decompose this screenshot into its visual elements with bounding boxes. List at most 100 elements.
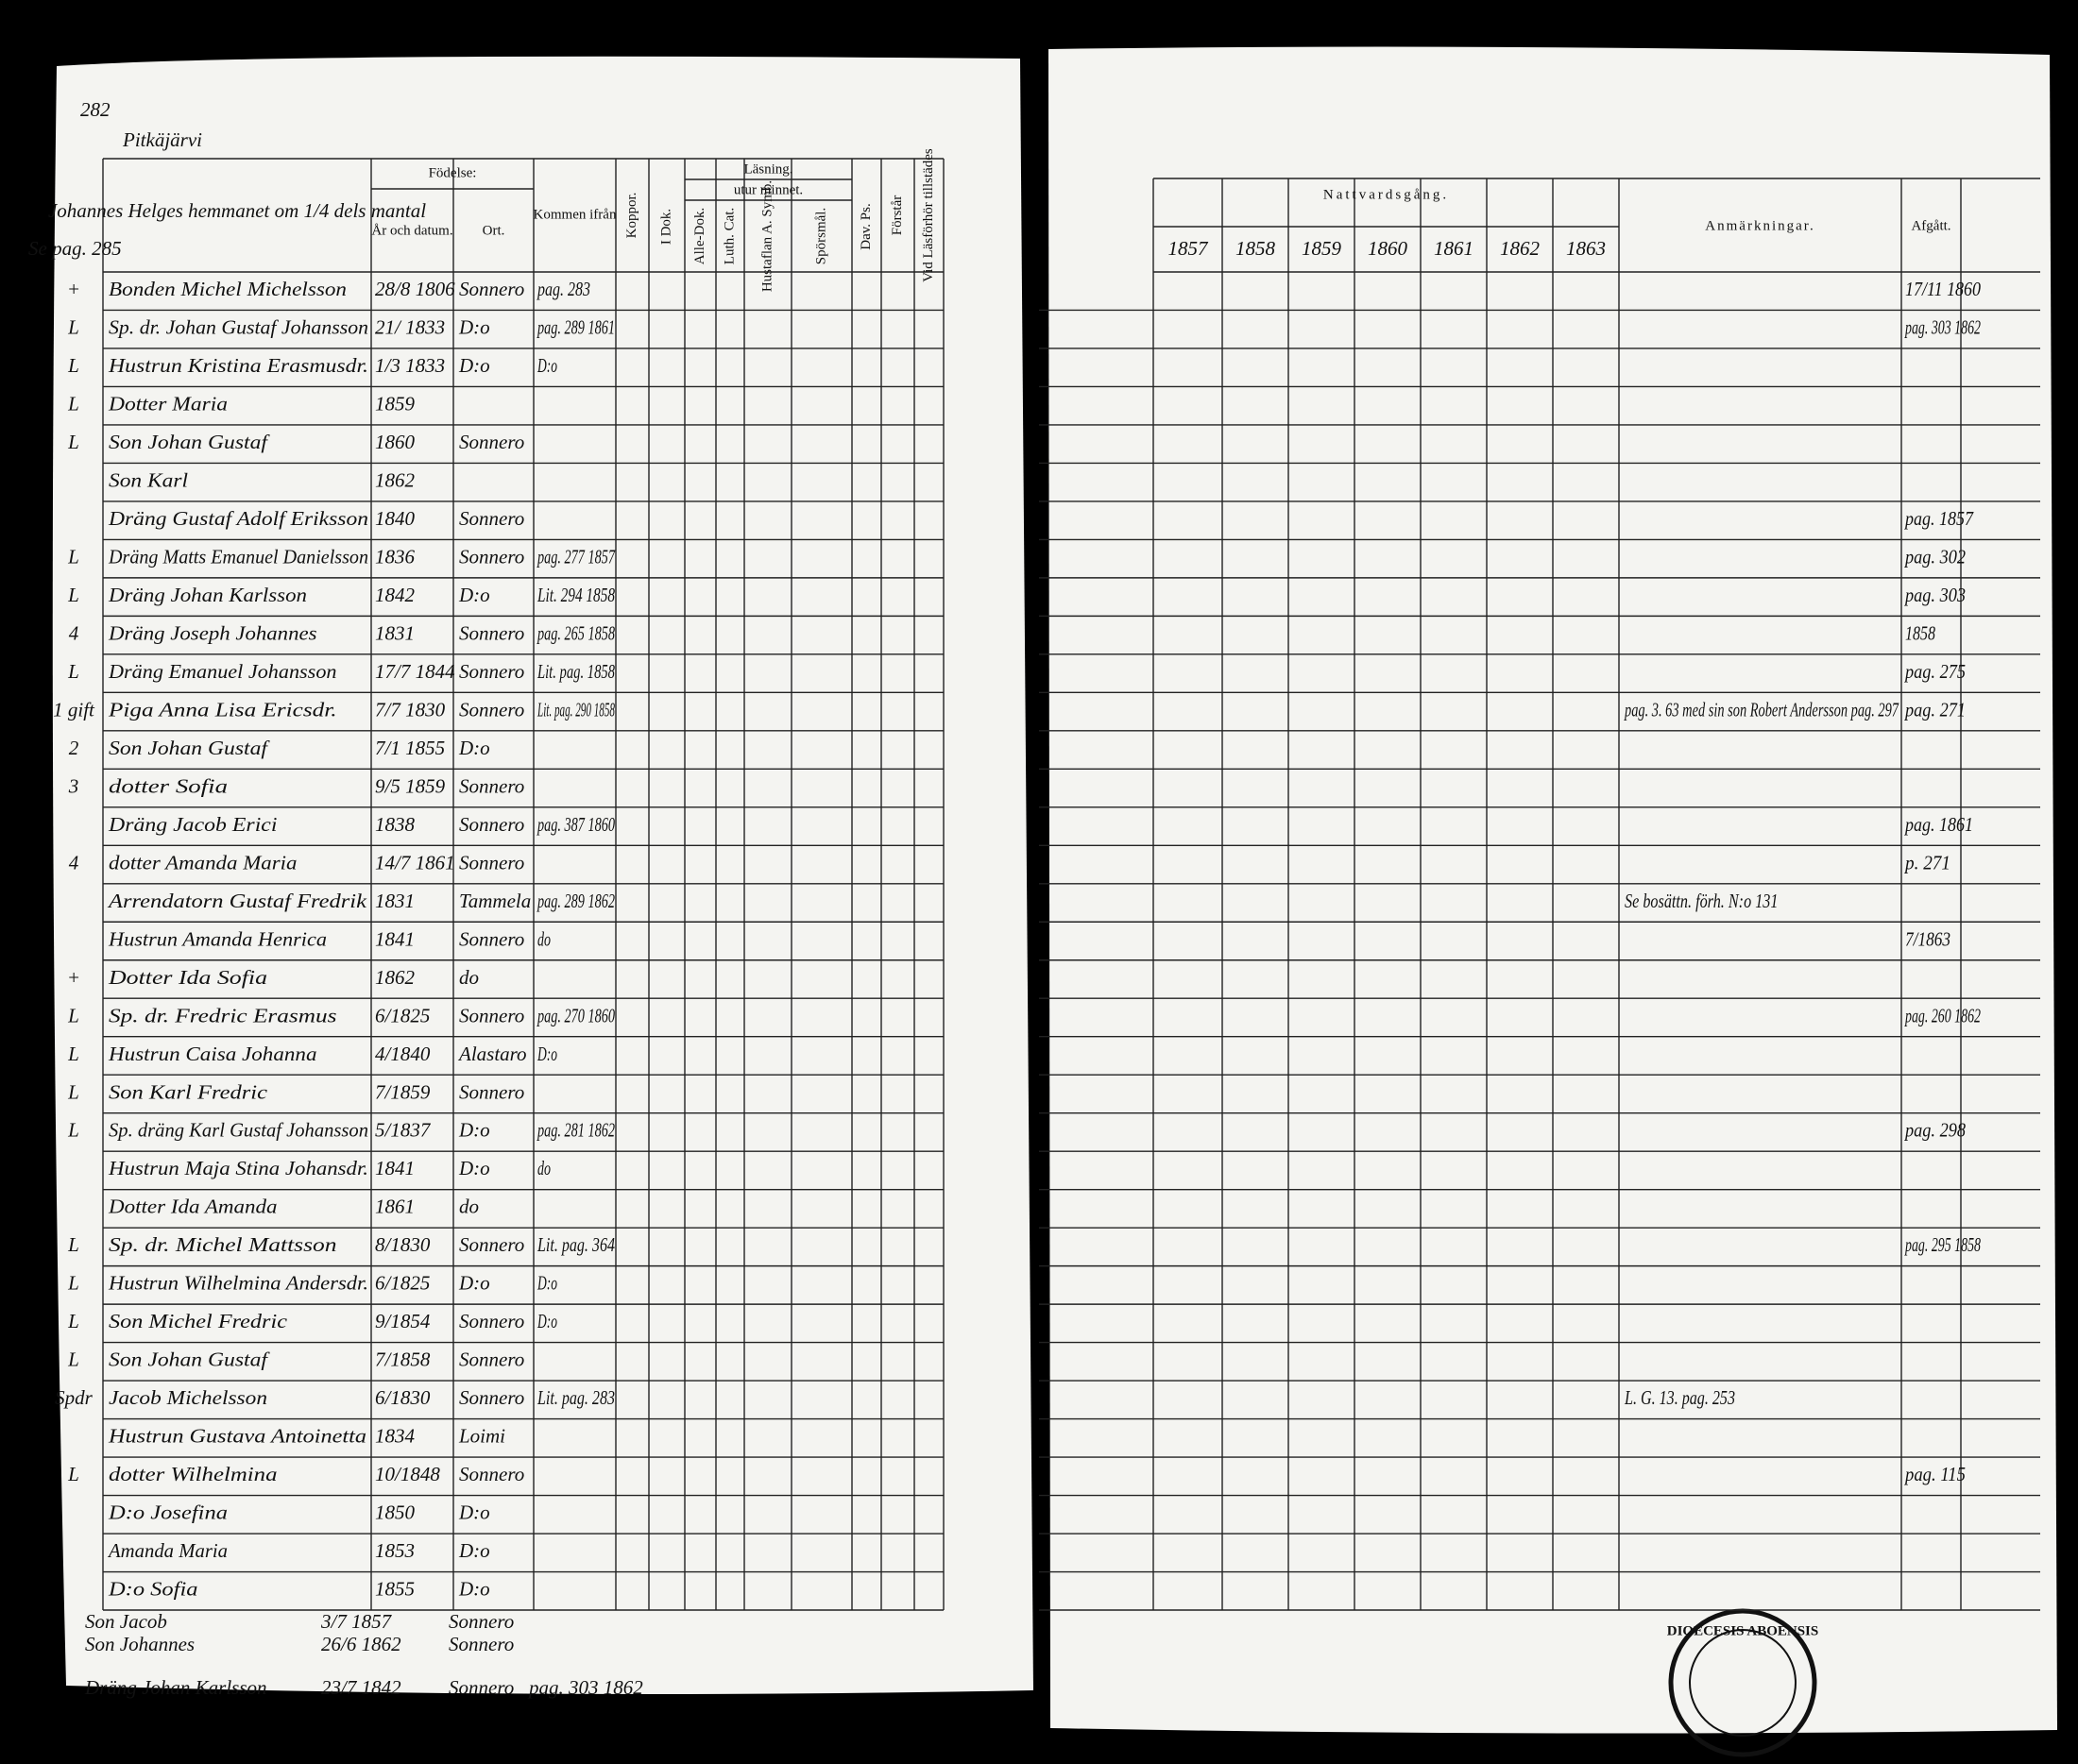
person-name: Dräng Emanuel Johansson — [108, 660, 337, 683]
birth-place: Sonnero — [459, 1348, 524, 1371]
person-name: Dräng Johan Karlsson — [108, 584, 307, 606]
came-from: do — [537, 1157, 551, 1179]
birth-place: do — [459, 966, 479, 989]
birth-date: 1860 — [375, 431, 416, 453]
came-from: pag. 265 1858 — [537, 621, 616, 644]
person-name: Dotter Ida Sofia — [108, 966, 267, 989]
came-from: D:o — [537, 354, 557, 377]
birth-date: 1859 — [375, 393, 416, 416]
reading-header: Läsning. — [743, 161, 792, 177]
remark: pag. 3. 63 med sin son Robert Andersson … — [1624, 698, 1899, 721]
person-name: Son Michel Fredric — [109, 1310, 288, 1332]
birth-place: Tammela — [459, 890, 531, 912]
came-from: pag. 289 1862 — [537, 890, 616, 912]
margin-mark: L — [67, 545, 79, 568]
departed: pag. 302 — [1903, 545, 1966, 568]
birth-place: D:o — [458, 1539, 490, 1562]
margin-mark: L — [67, 1348, 79, 1371]
margin-mark: L — [67, 393, 79, 416]
year-header: 1857 — [1168, 237, 1210, 260]
margin-mark: L — [67, 1043, 79, 1065]
margin-mark: 1 gift — [53, 698, 95, 721]
person-name: D:o Sofia — [108, 1578, 198, 1601]
birth-date: 6/1830 — [375, 1386, 431, 1409]
person-name: Sp. dr. Michel Mattsson — [109, 1233, 337, 1256]
birth-place: Sonnero — [459, 660, 524, 683]
house-table-header: Hustaflan A. Symb. — [759, 180, 775, 292]
birth-date: 1850 — [375, 1501, 416, 1524]
departed: pag. 303 — [1903, 584, 1966, 606]
birth-place: Sonnero — [459, 621, 524, 644]
margin-mark: 2 — [69, 737, 79, 759]
person-name: dotter Sofia — [109, 774, 228, 797]
person-name: D:o Josefina — [108, 1501, 228, 1524]
came-from: Lit. pag. 1858 — [537, 660, 615, 683]
birth-date: 21/ 1833 — [375, 316, 445, 339]
birth-date: 1/3 1833 — [375, 354, 445, 377]
person-name: Hustrun Maja Stina Johansdr. — [108, 1157, 368, 1179]
birth-date: 10/1848 — [375, 1463, 440, 1485]
birth-place: Sonnero — [459, 1233, 524, 1256]
remarks-header: Anmärkningar. — [1705, 218, 1814, 233]
footer-birth: 26/6 1862 — [321, 1633, 401, 1655]
birth-date: 6/1825 — [375, 1004, 430, 1026]
departed: p. 271 — [1903, 851, 1950, 874]
margin-mark: + — [67, 966, 80, 989]
left-page — [52, 56, 1034, 1695]
birth-date: 1841 — [375, 927, 415, 950]
birth-place: Sonnero — [459, 851, 524, 874]
came-from: D:o — [537, 1310, 557, 1332]
footer-place: Sonnero — [449, 1633, 514, 1655]
came-from: Lit. 294 1858 — [537, 584, 615, 606]
birth-place: Sonnero — [459, 431, 524, 453]
person-name: Amanda Maria — [107, 1539, 228, 1562]
birth-place: D:o — [458, 1119, 490, 1142]
page-number: 282 — [80, 98, 111, 121]
person-name: Dräng Matts Emanuel Danielsson — [108, 545, 368, 568]
departed: pag. 275 — [1903, 660, 1966, 683]
birth-date: 1838 — [375, 813, 416, 836]
remark: Se bosättn. förh. N:o 131 — [1625, 890, 1779, 912]
birth-place: Sonnero — [459, 774, 524, 797]
departed: pag. 115 — [1903, 1463, 1966, 1485]
birth-place: D:o — [458, 1578, 490, 1601]
person-name: Arrendatorn Gustaf Fredrik — [107, 890, 367, 912]
came-from: pag. 387 1860 — [537, 813, 616, 836]
birth-date: 1861 — [375, 1196, 415, 1218]
departed: pag. 1861 — [1903, 813, 1973, 836]
margin-mark: L — [67, 1463, 79, 1485]
birth-date: 1853 — [375, 1539, 415, 1562]
person-name: Dotter Ida Amanda — [108, 1196, 278, 1218]
village: Pitkäjärvi — [122, 128, 202, 151]
birth-place: D:o — [458, 737, 490, 759]
birth-date: 1842 — [375, 584, 416, 606]
birth-date: 7/7 1830 — [375, 698, 446, 721]
birth-date: 1855 — [375, 1578, 415, 1601]
person-name: Sp. dräng Karl Gustaf Johansson — [109, 1119, 368, 1142]
margin-mark: 3 — [68, 774, 79, 797]
catechism-header: Luth. Cat. — [722, 208, 737, 264]
person-name: Dräng Jacob Erici — [108, 813, 278, 836]
year-header: 1859 — [1302, 237, 1342, 260]
person-name: Sp. dr. Fredric Erasmus — [109, 1004, 337, 1026]
margin-mark: L — [67, 1119, 79, 1142]
person-name: Bonden Michel Michelsson — [109, 278, 347, 300]
household-header: Johannes Helges hemmanet om 1/4 dels man… — [48, 199, 426, 222]
departed: pag. 303 1862 — [1904, 316, 1982, 339]
birth-place: Alastaro — [457, 1043, 527, 1065]
birth-place: Sonnero — [459, 1310, 524, 1332]
margin-mark: L — [67, 1004, 79, 1026]
birth-date-header: År och datum. — [371, 223, 452, 238]
birth-place-header: Ort. — [483, 223, 505, 238]
departed: 17/11 1860 — [1905, 278, 1981, 300]
margin-mark: L — [67, 431, 79, 453]
footer-name: Son Johannes — [85, 1633, 195, 1655]
margin-mark: L — [67, 354, 79, 377]
person-name: Son Karl Fredric — [109, 1080, 268, 1103]
footer-name: Dräng Johan Karlsson — [84, 1676, 267, 1699]
person-name: Dotter Maria — [108, 393, 228, 416]
person-name: Hustrun Gustava Antoinetta — [108, 1425, 366, 1448]
understanding-header: Förstår — [890, 195, 905, 236]
departed: pag. 271 — [1903, 698, 1966, 721]
